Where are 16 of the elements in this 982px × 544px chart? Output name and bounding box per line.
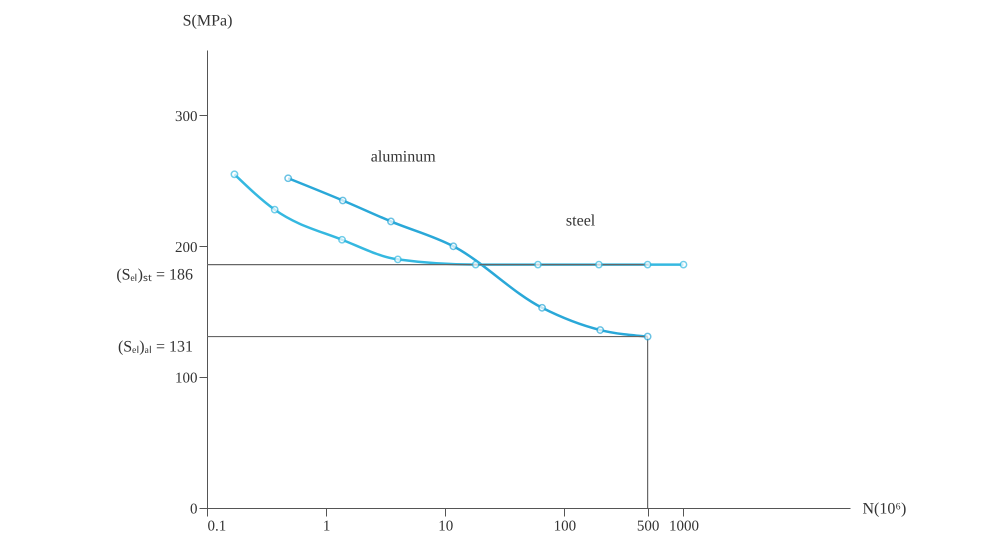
text: steel	[566, 212, 596, 230]
x-tick-label: 0.1	[208, 518, 226, 534]
x-tick-label: 1	[322, 518, 330, 534]
x-tick-label: 500	[636, 518, 660, 534]
y-tick-label: 200	[175, 240, 198, 256]
x-tick-label: 100	[554, 518, 576, 534]
y-axis-title: S(MPa)	[182, 12, 232, 30]
y-tick-label: 300	[175, 108, 198, 125]
y-tick-label: 0	[190, 502, 198, 518]
x-axis-title: N(10⁶)	[862, 500, 906, 518]
x-tick-label: 1000	[668, 518, 699, 534]
text: aluminum	[370, 148, 436, 166]
ref-line-label: (Sₑₗ)ₛₜ = 186	[116, 266, 193, 284]
y-tick-label: 100	[175, 370, 198, 387]
x-tick-label: 10	[438, 518, 454, 534]
ref-line-label: (Sₑₗ)ₐₗ = 131	[118, 338, 193, 356]
